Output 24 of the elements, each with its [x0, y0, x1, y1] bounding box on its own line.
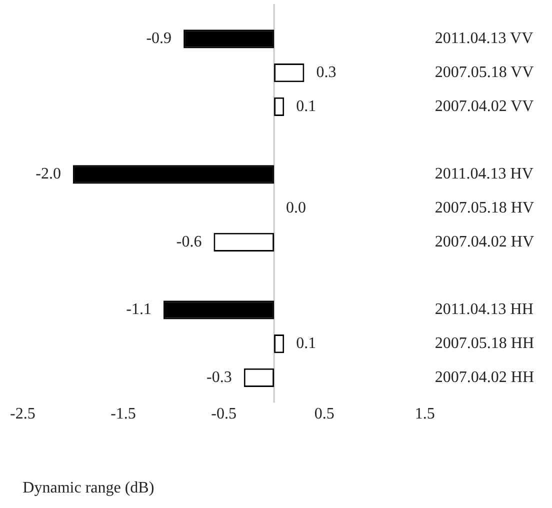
data-label: 0.1 [296, 98, 316, 115]
data-label: -0.6 [176, 233, 202, 250]
y-tick-label: 2007.04.02 VV [434, 98, 534, 115]
data-label: 0.0 [286, 200, 306, 217]
y-tick-label: 2011.04.13 HH [434, 301, 534, 318]
data-label: 0.3 [316, 64, 336, 82]
data-label: -2.0 [36, 166, 61, 183]
y-tick-label: 2007.05.18 HV [434, 200, 534, 217]
y-tick-label: 2007.04.02 HV [434, 233, 534, 250]
y-tick-label: 2011.04.13 VV [434, 30, 534, 48]
x-tick-label: -2.5 [10, 405, 36, 422]
x-axis-title: Dynamic range (dB) [22, 480, 154, 497]
x-tick-label: 1.5 [414, 405, 435, 422]
y-tick-label: 2007.05.18 HH [434, 334, 534, 352]
data-label: -0.3 [206, 368, 232, 386]
data-label: -0.9 [146, 30, 172, 48]
x-tick-label: -0.5 [211, 405, 236, 422]
x-tick-label: 0.5 [314, 405, 334, 422]
data-label: 0.1 [296, 334, 316, 352]
y-tick-label: 2011.04.13 HV [434, 166, 534, 183]
x-tick-label: -1.5 [110, 405, 136, 422]
y-tick-label: 2007.05.18 VV [434, 64, 534, 82]
y-tick-label: 2007.04.02 HH [434, 368, 534, 386]
data-label: -1.1 [126, 301, 152, 318]
